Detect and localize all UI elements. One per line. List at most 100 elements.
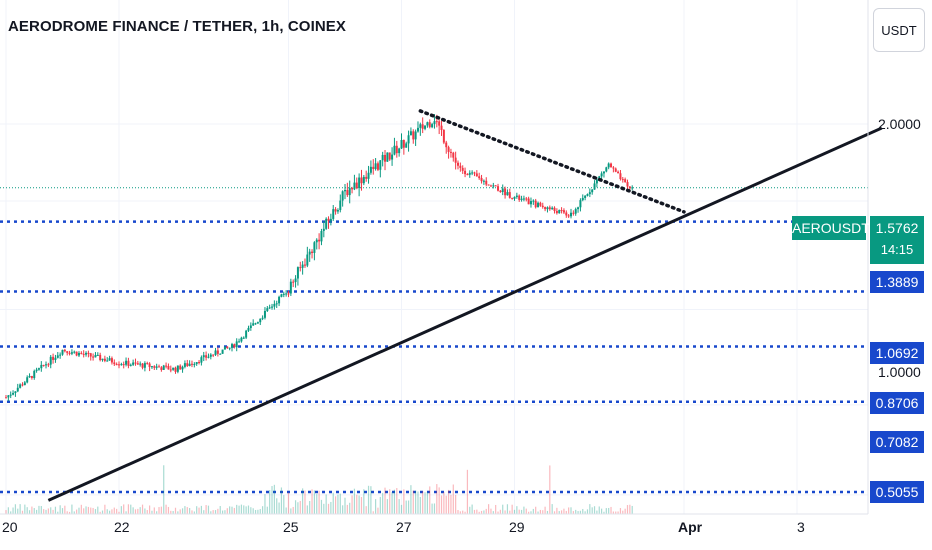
candle-body bbox=[301, 264, 304, 268]
volume-bar bbox=[269, 489, 271, 514]
volume-bar bbox=[589, 504, 591, 514]
currency-button[interactable]: USDT bbox=[873, 8, 925, 52]
candle-body bbox=[254, 323, 257, 325]
volume-bar bbox=[99, 511, 101, 514]
volume-bar bbox=[447, 489, 450, 514]
candle-body bbox=[344, 190, 346, 192]
last-price-value: 1.5762 bbox=[875, 220, 919, 236]
candle-body bbox=[461, 167, 464, 171]
level-label-5: 0.5055 bbox=[870, 481, 924, 503]
candle-body bbox=[181, 366, 184, 370]
volume-bar bbox=[579, 510, 582, 514]
candle-body bbox=[292, 281, 295, 283]
candle-body bbox=[33, 370, 36, 378]
volume-bar bbox=[203, 510, 205, 514]
candle-body bbox=[108, 358, 111, 361]
candle-body bbox=[7, 395, 10, 398]
volume-bar bbox=[134, 509, 137, 514]
volume-bar bbox=[349, 502, 351, 514]
candle-body bbox=[82, 353, 85, 355]
volume-bar bbox=[353, 488, 356, 514]
volume-bar bbox=[151, 510, 153, 514]
volume-bar bbox=[565, 510, 567, 514]
volume-bar bbox=[450, 494, 452, 514]
candle-body bbox=[311, 251, 314, 253]
volume-bar bbox=[90, 507, 92, 514]
volume-bar bbox=[339, 493, 341, 514]
volume-bar bbox=[426, 491, 428, 514]
volume-bar bbox=[622, 510, 624, 514]
candle-body bbox=[329, 218, 332, 221]
volume-bar bbox=[480, 510, 483, 514]
volume-bar bbox=[412, 490, 414, 514]
volume-bar bbox=[299, 500, 301, 514]
volume-bar bbox=[196, 506, 198, 514]
volume-bar bbox=[198, 507, 200, 514]
volume-bar bbox=[495, 504, 497, 514]
candle-body bbox=[16, 387, 19, 392]
candle-body bbox=[273, 303, 276, 307]
candle-body bbox=[504, 188, 507, 196]
candle-body bbox=[471, 172, 474, 174]
volume-bar bbox=[438, 487, 440, 514]
volume-bar bbox=[57, 511, 59, 514]
volume-bar bbox=[45, 509, 47, 514]
candle-body bbox=[287, 293, 290, 295]
volume-bar bbox=[379, 496, 381, 514]
volume-bar bbox=[473, 509, 476, 514]
volume-bar bbox=[276, 498, 278, 514]
candle-body bbox=[209, 354, 212, 357]
candle-body bbox=[231, 344, 233, 348]
volume-bar bbox=[419, 497, 421, 514]
candle-body bbox=[240, 337, 243, 342]
candle-body bbox=[482, 180, 485, 182]
candle-body bbox=[198, 362, 201, 364]
volume-bar bbox=[313, 490, 315, 514]
candle-body bbox=[103, 358, 106, 361]
volume-bar bbox=[626, 505, 629, 514]
candle-body bbox=[245, 330, 248, 338]
candle-body bbox=[285, 293, 288, 295]
candle-body bbox=[365, 176, 368, 179]
candle-body bbox=[607, 163, 610, 168]
candle-body bbox=[40, 364, 43, 369]
candle-body bbox=[212, 354, 215, 356]
volume-bar bbox=[17, 508, 19, 514]
candle-body bbox=[522, 198, 525, 200]
volume-bar bbox=[471, 504, 473, 514]
volume-bar bbox=[160, 506, 162, 514]
candle-body bbox=[513, 196, 516, 199]
volume-bar bbox=[318, 490, 320, 514]
candle-body bbox=[626, 182, 629, 187]
candle-body bbox=[341, 191, 344, 201]
candle-body bbox=[416, 127, 419, 132]
candle-body bbox=[207, 356, 210, 358]
volume-bar bbox=[459, 511, 461, 514]
candle-body bbox=[127, 360, 130, 366]
volume-bar bbox=[539, 509, 541, 514]
candle-body bbox=[367, 172, 370, 179]
volume-bar bbox=[445, 495, 447, 514]
volume-bar bbox=[535, 506, 537, 514]
volume-bar bbox=[570, 507, 572, 514]
volume-bar bbox=[610, 506, 612, 514]
candle-body bbox=[574, 209, 577, 214]
volume-bar bbox=[61, 508, 64, 514]
volume-bar bbox=[443, 492, 445, 514]
candle-body bbox=[155, 366, 158, 368]
candle-body bbox=[61, 349, 64, 355]
candle-body bbox=[445, 142, 448, 148]
volume-bar bbox=[165, 504, 167, 514]
candle-body bbox=[492, 185, 495, 187]
volume-bar bbox=[24, 504, 26, 514]
time-tick: 22 bbox=[114, 519, 130, 535]
time-tick: 25 bbox=[283, 519, 299, 535]
volume-bar bbox=[551, 504, 553, 514]
volume-bar bbox=[560, 510, 563, 514]
volume-bar bbox=[370, 486, 372, 514]
candle-body bbox=[89, 353, 92, 357]
candle-body bbox=[440, 125, 443, 131]
candle-body bbox=[376, 163, 379, 170]
volume-bar bbox=[111, 509, 113, 514]
